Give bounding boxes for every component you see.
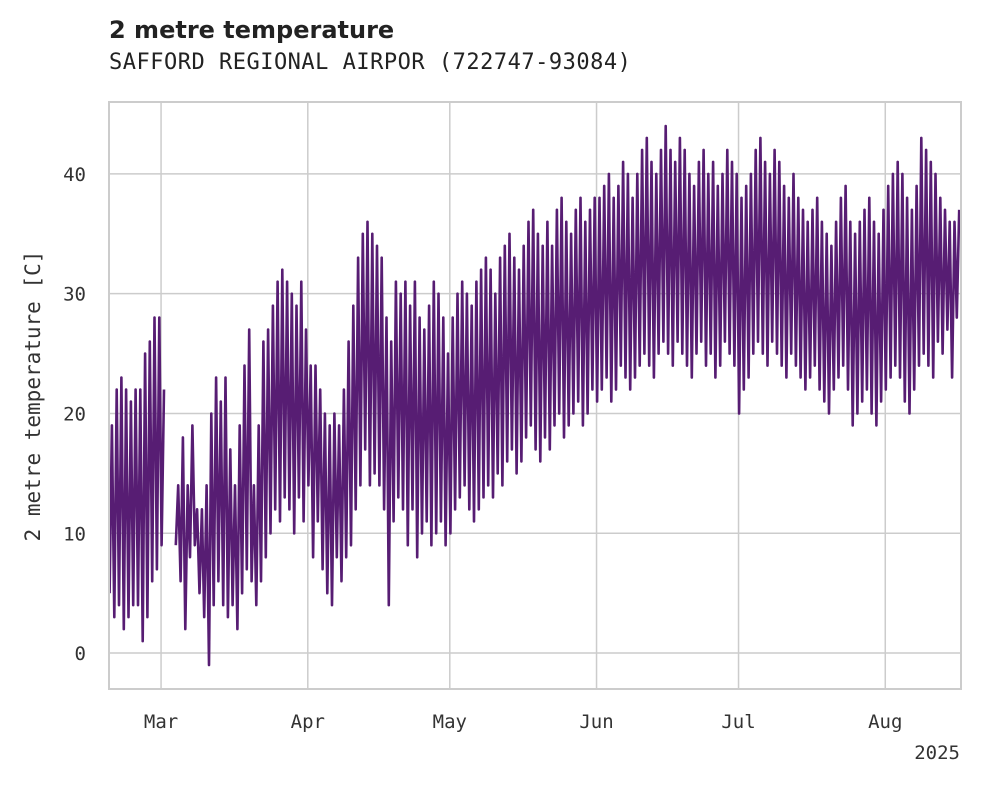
y-tick-labels: 0 10 20 30 40 xyxy=(63,164,86,665)
y-tick-label: 40 xyxy=(63,164,86,186)
chart-subtitle: SAFFORD REGIONAL AIRPOR (722747-93084) xyxy=(109,50,632,75)
y-tick-label: 0 xyxy=(75,643,86,665)
x-tick-label: May xyxy=(433,711,467,733)
y-tick-label: 30 xyxy=(63,284,86,306)
y-axis-label: 2 metre temperature [C] xyxy=(21,251,45,542)
plot-frame xyxy=(108,101,962,690)
x-tick-label: Aug xyxy=(868,711,902,733)
x-tick-labels: Mar Apr May Jun Jul Aug xyxy=(144,711,903,733)
x-tick-label: Jul xyxy=(721,711,755,733)
year-label: 2025 xyxy=(914,742,960,764)
x-tick-label: Jun xyxy=(579,711,613,733)
y-tick-label: 20 xyxy=(63,403,86,425)
series-group xyxy=(108,124,961,667)
y-tick-label: 10 xyxy=(63,523,86,545)
x-tick-label: Apr xyxy=(291,711,325,733)
chart-title: 2 metre temperature xyxy=(109,16,395,44)
temperature-series-line xyxy=(108,124,961,667)
x-tick-label: Mar xyxy=(144,711,178,733)
